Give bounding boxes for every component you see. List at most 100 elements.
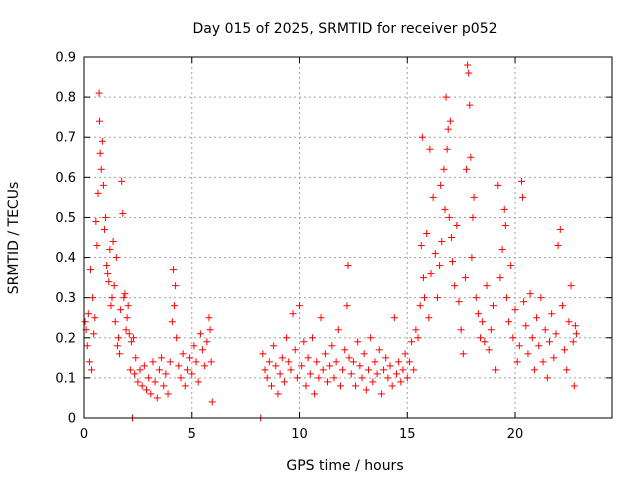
data-point xyxy=(416,302,424,310)
data-point xyxy=(570,382,578,390)
data-point xyxy=(554,242,562,250)
data-point xyxy=(194,378,202,386)
data-point xyxy=(373,370,381,378)
data-point xyxy=(208,398,216,406)
data-point xyxy=(172,282,180,290)
data-point xyxy=(571,322,579,330)
data-point xyxy=(99,181,107,189)
data-point xyxy=(421,294,429,302)
data-point xyxy=(494,181,502,189)
data-point xyxy=(98,137,106,145)
data-point xyxy=(548,310,556,318)
data-point xyxy=(106,246,114,254)
data-point xyxy=(567,282,575,290)
data-point xyxy=(142,386,150,394)
data-point xyxy=(436,262,444,270)
y-tick-label: 0.3 xyxy=(55,291,76,306)
data-point xyxy=(354,338,362,346)
y-axis-title: SRMTID / TECUs xyxy=(6,182,22,295)
data-point xyxy=(526,290,534,298)
data-point xyxy=(110,282,118,290)
data-point xyxy=(481,338,489,346)
data-point xyxy=(300,338,308,346)
data-point xyxy=(171,302,179,310)
data-point xyxy=(283,334,291,342)
data-point xyxy=(259,350,267,358)
x-tick-label: 0 xyxy=(80,427,88,442)
data-point xyxy=(513,358,521,366)
data-point xyxy=(468,254,476,262)
data-point xyxy=(403,374,411,382)
data-point xyxy=(319,366,327,374)
data-point xyxy=(132,354,140,362)
data-point xyxy=(344,262,352,270)
data-point xyxy=(296,302,304,310)
data-point xyxy=(114,334,122,342)
data-point xyxy=(306,370,314,378)
data-point xyxy=(515,342,523,350)
data-point xyxy=(412,326,420,334)
data-point xyxy=(207,358,215,366)
data-point xyxy=(533,314,541,322)
data-point xyxy=(92,217,100,225)
data-point xyxy=(147,390,155,398)
data-point xyxy=(343,302,351,310)
data-point xyxy=(388,382,396,390)
data-point xyxy=(419,274,427,282)
data-point xyxy=(453,221,461,229)
data-point xyxy=(278,354,286,362)
data-point xyxy=(563,366,571,374)
data-point xyxy=(205,314,213,322)
data-point xyxy=(169,266,177,274)
data-point xyxy=(113,342,121,350)
data-point xyxy=(470,193,478,201)
data-point xyxy=(539,358,547,366)
data-point xyxy=(105,278,113,286)
data-point xyxy=(100,225,108,233)
data-point xyxy=(97,165,105,173)
data-point xyxy=(93,242,101,250)
data-point xyxy=(88,366,96,374)
data-point xyxy=(455,298,463,306)
data-point xyxy=(390,314,398,322)
data-point xyxy=(293,374,301,382)
data-point xyxy=(483,282,491,290)
x-tick-label: 15 xyxy=(399,427,416,442)
data-point xyxy=(437,181,445,189)
data-point xyxy=(287,366,295,374)
data-point xyxy=(124,302,132,310)
data-point xyxy=(401,350,409,358)
data-points xyxy=(81,61,580,422)
data-point xyxy=(352,382,360,390)
data-point xyxy=(384,374,392,382)
data-point xyxy=(423,229,431,237)
data-point xyxy=(410,366,418,374)
data-point xyxy=(317,314,325,322)
data-point xyxy=(362,386,370,394)
data-point xyxy=(375,346,383,354)
data-point xyxy=(86,266,94,274)
data-point xyxy=(572,330,580,338)
data-point xyxy=(399,366,407,374)
data-point xyxy=(308,334,316,342)
data-point xyxy=(438,238,446,246)
data-point xyxy=(487,326,495,334)
data-point xyxy=(429,193,437,201)
data-point xyxy=(166,358,174,366)
data-point xyxy=(418,133,426,141)
data-point xyxy=(120,294,128,302)
data-point xyxy=(405,358,413,366)
data-point xyxy=(302,382,310,390)
data-point xyxy=(463,165,471,173)
data-point xyxy=(380,366,388,374)
data-point xyxy=(94,189,102,197)
data-point xyxy=(502,294,510,302)
data-point xyxy=(371,358,379,366)
chart-title: Day 015 of 2025, SRMTID for receiver p05… xyxy=(192,21,497,37)
data-point xyxy=(561,346,569,354)
data-point xyxy=(181,382,189,390)
data-point xyxy=(313,358,321,366)
data-point xyxy=(90,330,98,338)
data-point xyxy=(267,382,275,390)
